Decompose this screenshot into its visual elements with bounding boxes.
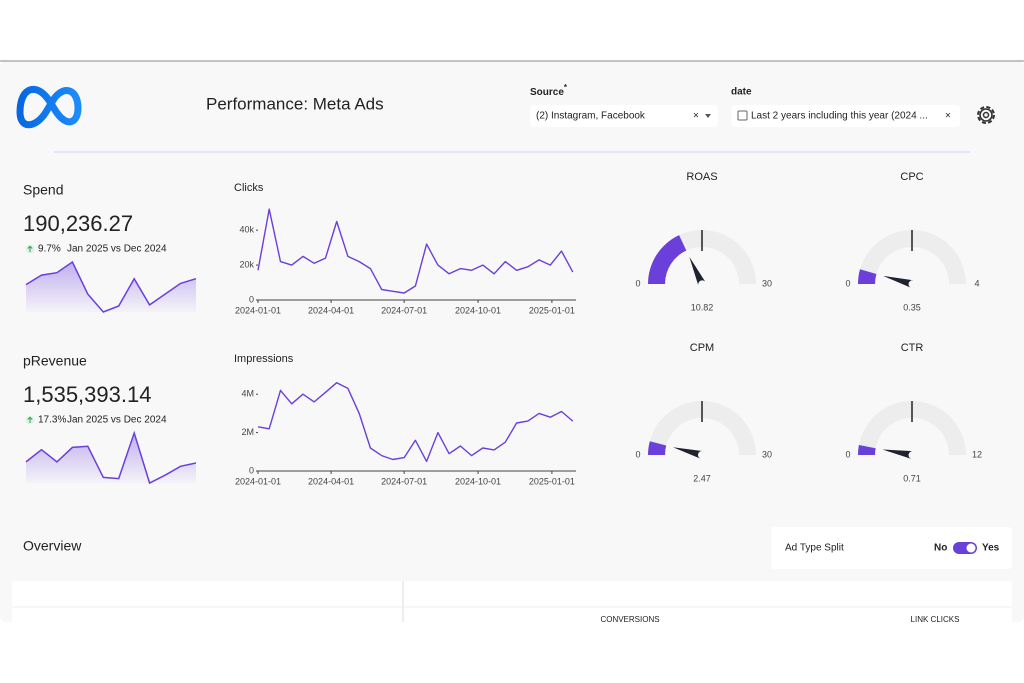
x-tick-label: 2024-10-01 [455,476,501,486]
kpi-change: 9.7% [38,244,61,255]
section-title: Overview [23,538,82,554]
filter-label: date [731,87,752,98]
sparkline-area [26,262,196,312]
x-tick-label: 2025-01-01 [529,305,575,315]
background [0,61,1024,622]
y-tick-label: 40k [239,225,254,235]
bottom-margin [0,622,1024,683]
gear-hole[interactable] [982,111,990,119]
dropdown-box[interactable] [530,105,718,127]
gauge-track [648,401,756,455]
toggle-on-label: Yes [982,543,1000,554]
kpi-change: 17.3% [38,415,66,426]
kpi-value: 190,236.27 [23,211,133,236]
gauge-max: 30 [762,278,772,288]
filter-label-text: Source [530,87,564,98]
toggle-card [771,527,1012,569]
gauge-value: 2.47 [693,473,711,483]
gauge-max: 4 [974,278,979,288]
gauge-title: CTR [901,342,924,354]
gauge-min: 0 [635,278,640,288]
meta-logo [16,85,82,129]
x-tick-label: 2024-07-01 [381,476,427,486]
settings-button[interactable] [977,106,995,124]
clear-button[interactable]: × [693,111,699,122]
filter-label: Source* [530,83,568,98]
x-tick-label: 2024-04-01 [308,476,354,486]
required-mark: * [564,83,568,92]
gauge-track [858,230,966,284]
date-dropdown[interactable]: Last 2 years including this year (2024 .… [731,105,960,127]
dropdown-box[interactable] [731,105,960,127]
caret [705,114,711,118]
x-tick-label: 2024-04-01 [308,305,354,315]
kpi-label: pRevenue [23,353,87,369]
x-tick-label: 2025-01-01 [529,476,575,486]
sparkline-area [26,433,196,483]
y-tick-label: 2M [241,427,254,437]
line-series [257,208,574,294]
x-tick-label: 2024-10-01 [455,305,501,315]
chart-title: Impressions [234,353,294,365]
gauge-needle [673,447,703,459]
gauge-max: 12 [972,449,982,459]
clear-button[interactable]: × [945,111,951,122]
gauge-needle [689,256,706,286]
gauge-value: 0.71 [903,473,921,483]
table-panel [12,581,1012,622]
kpi-comparison: Jan 2025 vs Dec 2024 [67,415,167,426]
sparkline [25,260,197,313]
gauge-min: 0 [845,449,850,459]
toggle-switch[interactable] [953,542,977,554]
y-tick-label: 20k [239,259,254,269]
gauge-needle [882,449,913,459]
gear-body[interactable] [979,108,993,122]
column-header: LINK CLICKS [911,615,960,624]
change-arrow [27,416,33,423]
gauge-min: 0 [635,449,640,459]
toggle-knob[interactable] [966,543,976,553]
gear-teeth[interactable] [977,106,995,124]
gauge-value: 10.82 [691,302,714,312]
line-series [257,382,574,463]
kpi-comparison: Jan 2025 vs Dec 2024 [67,244,167,255]
gauge-fill [648,235,687,284]
kpi-value: 1,535,393.14 [23,382,151,407]
column-header: CONVERSIONS [600,615,659,624]
chart-title: Clicks [234,182,264,194]
x-tick-label: 2024-01-01 [235,476,281,486]
kpi-label: Spend [23,182,63,198]
gauge-title: CPC [900,171,923,183]
sparkline [25,430,197,485]
dropdown-value: Last 2 years including this year (2024 .… [751,111,928,122]
toggle-label: Ad Type Split [785,543,844,554]
y-tick-label: 4M [241,389,254,399]
y-tick-label: 0 [249,294,254,304]
gauge-min: 0 [845,278,850,288]
calendar-icon [737,110,748,121]
gauge-fill [857,445,876,455]
gauge-title: CPM [690,342,714,354]
gauge-track [858,401,966,455]
gauge-fill [648,441,667,455]
change-arrow [27,245,33,252]
dropdown-value: (2) Instagram, Facebook [536,111,646,122]
x-tick-label: 2024-07-01 [381,305,427,315]
y-tick-label: 0 [249,465,254,475]
source-dropdown[interactable]: (2) Instagram, Facebook × [530,105,718,127]
gauge-max: 30 [762,449,772,459]
x-tick-label: 2024-01-01 [235,305,281,315]
toggle-off-label: No [934,543,947,554]
gauge-fill [857,269,877,284]
gauge-title: ROAS [686,171,717,183]
gauge-value: 0.35 [903,302,921,312]
gauge-needle [883,275,914,288]
page-title: Performance: Meta Ads [206,94,384,113]
